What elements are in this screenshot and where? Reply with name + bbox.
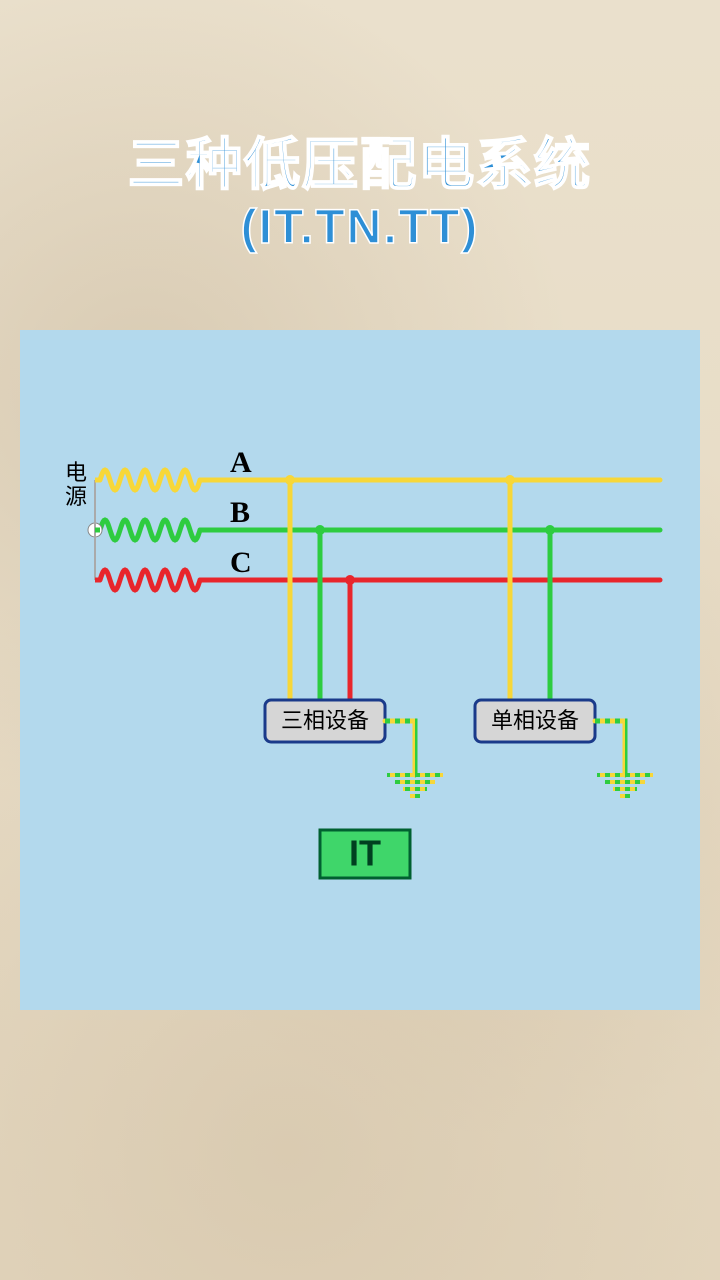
phase-coil-C [100, 570, 200, 590]
device-label-1: 单相设备 [491, 708, 579, 733]
device-label-0: 三相设备 [281, 708, 369, 733]
phase-label-B: B [230, 496, 250, 529]
source-label: 源 [65, 484, 87, 509]
junction-dot [315, 525, 325, 535]
phase-coil-A [100, 470, 200, 490]
pe-conductor-1 [595, 721, 625, 775]
sub-title: (IT.TN.TT) [0, 200, 720, 255]
junction-dot [285, 475, 295, 485]
main-title: 三种低压配电系统 [0, 120, 720, 201]
junction-dot [345, 575, 355, 585]
source-label: 电 [65, 460, 87, 485]
phase-label-C: C [230, 546, 252, 579]
circuit-diagram: 电源 ABC 三相设备 单相设备 IT [20, 330, 700, 1010]
phase-coil-B [100, 520, 200, 540]
junction-dot [505, 475, 515, 485]
system-badge-label: IT [349, 833, 381, 874]
phase-label-A: A [230, 446, 252, 479]
junction-dot [545, 525, 555, 535]
pe-conductor-0 [385, 721, 415, 775]
